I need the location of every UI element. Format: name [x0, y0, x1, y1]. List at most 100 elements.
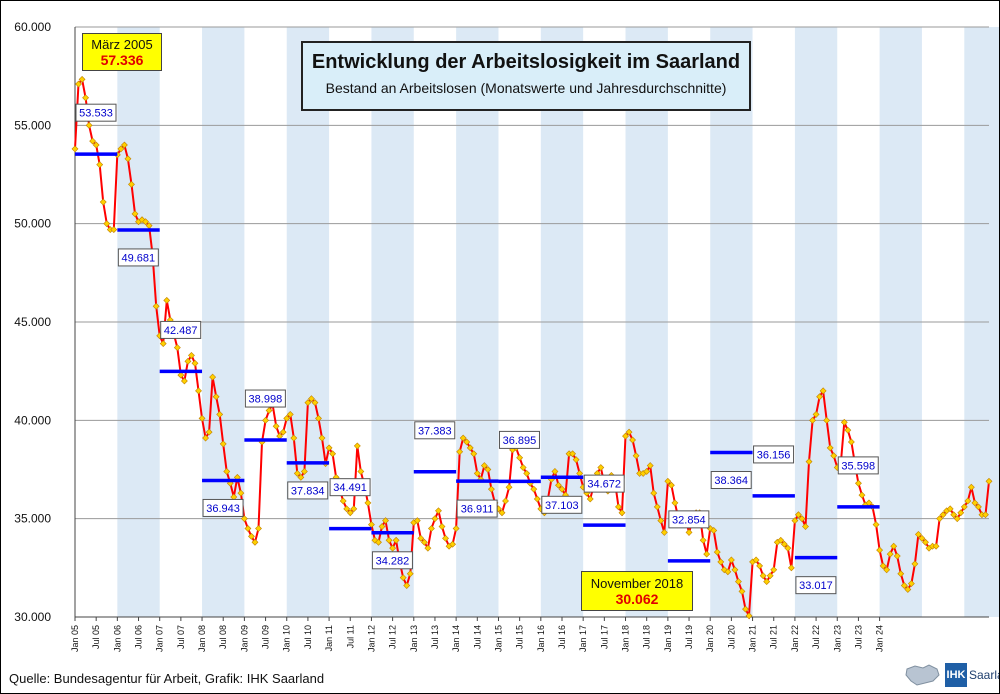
- x-tick-label: Jan 14: [451, 625, 461, 652]
- data-point: [742, 605, 749, 613]
- data-point: [152, 302, 160, 310]
- data-point: [622, 432, 629, 440]
- data-point: [615, 503, 622, 511]
- data-point: [110, 226, 118, 233]
- data-point: [346, 509, 354, 517]
- data-point: [516, 454, 524, 462]
- data-point: [982, 511, 989, 519]
- data-point: [911, 560, 919, 568]
- x-tick-label: Jul 17: [599, 625, 609, 649]
- data-point: [339, 497, 347, 505]
- x-tick-label: Jan 19: [663, 625, 673, 652]
- data-point: [195, 387, 202, 395]
- data-point: [311, 399, 319, 407]
- data-point: [763, 578, 771, 586]
- data-point: [466, 444, 474, 452]
- data-point: [124, 155, 132, 163]
- data-point: [936, 515, 944, 523]
- annual-average-label-box: [753, 445, 795, 464]
- x-tick-label: Jul 18: [642, 625, 652, 649]
- data-point: [667, 481, 675, 489]
- data-point: [876, 546, 884, 554]
- data-point: [752, 556, 760, 564]
- data-point: [240, 515, 248, 523]
- data-point: [890, 542, 898, 550]
- data-point: [343, 505, 351, 513]
- data-point: [646, 462, 654, 469]
- data-point: [304, 399, 312, 407]
- annual-average-label-box: [202, 498, 244, 517]
- data-point: [830, 452, 838, 460]
- data-point: [75, 80, 82, 88]
- annual-average-label-box: [541, 495, 583, 514]
- data-point: [463, 438, 471, 446]
- data-point: [487, 485, 495, 493]
- x-tick-label: Jan 06: [112, 625, 122, 652]
- data-point: [950, 511, 958, 519]
- data-point: [569, 450, 577, 458]
- x-tick-label: Jul 23: [853, 625, 863, 649]
- ihk-logo-text: Saarland: [969, 668, 999, 682]
- data-point: [378, 523, 386, 530]
- data-point: [265, 407, 273, 414]
- data-point: [724, 568, 732, 576]
- data-point: [671, 499, 679, 507]
- min-callout-label: November 2018: [590, 576, 684, 591]
- data-point: [290, 434, 298, 442]
- data-point: [413, 517, 421, 525]
- y-tick-label: 50.000: [14, 217, 51, 231]
- annual-average-label: 37.834: [291, 485, 325, 497]
- x-tick-label: Jan 10: [282, 625, 292, 652]
- data-point: [618, 509, 626, 517]
- annual-average-label: 36.156: [757, 449, 791, 461]
- data-point: [907, 580, 915, 587]
- annual-average-label-box: [795, 576, 837, 595]
- x-tick-label: Jul 05: [91, 625, 101, 649]
- data-point: [191, 359, 199, 367]
- data-point: [300, 468, 308, 475]
- data-point: [389, 544, 397, 552]
- data-point: [350, 505, 358, 513]
- data-point: [392, 536, 400, 544]
- data-point: [435, 507, 442, 515]
- x-tick-label: Jan 12: [366, 625, 376, 652]
- data-point: [756, 562, 764, 570]
- ihk-logo: IHK Saarland: [901, 661, 999, 691]
- y-tick-label: 40.000: [14, 413, 51, 427]
- data-point: [297, 473, 305, 481]
- data-point: [586, 495, 594, 503]
- source-note: Quelle: Bundesagentur für Arbeit, Grafik…: [9, 671, 325, 686]
- data-point: [452, 525, 460, 532]
- data-point: [819, 387, 827, 395]
- data-point: [473, 470, 481, 477]
- data-point: [791, 517, 799, 525]
- data-point: [974, 503, 982, 511]
- data-point: [219, 440, 227, 448]
- data-point: [897, 570, 905, 578]
- x-tick-label: Jul 06: [134, 625, 144, 649]
- data-point: [502, 497, 509, 505]
- annual-average-label-box: [287, 481, 329, 500]
- annual-average-label-box: [117, 248, 159, 267]
- data-point: [357, 468, 365, 475]
- x-tick-label: Jan 23: [832, 625, 842, 652]
- annual-average-label: 49.681: [122, 252, 156, 264]
- chart-subtitle: Bestand an Arbeitslosen (Monatswerte und…: [325, 80, 727, 96]
- data-point: [872, 521, 880, 528]
- data-point: [364, 499, 372, 507]
- data-point: [985, 477, 993, 485]
- data-point: [442, 534, 449, 542]
- max-callout: März 2005 57.336: [82, 33, 162, 71]
- data-point: [558, 485, 566, 493]
- data-point: [795, 511, 802, 519]
- data-point: [855, 479, 862, 487]
- x-tick-label: Jul 09: [261, 625, 271, 649]
- data-point: [283, 414, 291, 422]
- data-point: [883, 566, 891, 574]
- data-point: [78, 75, 86, 83]
- annual-average-label: 36.895: [503, 435, 537, 447]
- data-point: [946, 505, 954, 513]
- data-point: [209, 373, 217, 381]
- data-point: [279, 428, 287, 436]
